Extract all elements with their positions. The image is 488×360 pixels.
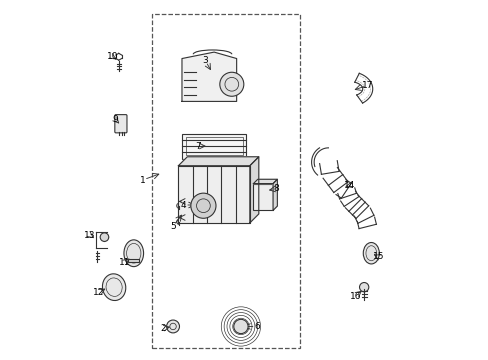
- Text: 14: 14: [344, 181, 355, 190]
- Polygon shape: [178, 166, 249, 223]
- Polygon shape: [182, 52, 236, 102]
- Text: 17: 17: [361, 81, 373, 90]
- Circle shape: [359, 283, 368, 292]
- Text: 11: 11: [119, 258, 130, 267]
- Polygon shape: [249, 157, 258, 223]
- Bar: [151, 14, 299, 348]
- Text: 3: 3: [202, 56, 208, 65]
- Ellipse shape: [102, 274, 125, 301]
- FancyBboxPatch shape: [115, 114, 127, 133]
- Text: 8: 8: [272, 184, 278, 193]
- Text: 7: 7: [195, 141, 201, 150]
- Text: 12: 12: [93, 288, 104, 297]
- Bar: [253, 184, 272, 210]
- Bar: [185, 137, 242, 155]
- Circle shape: [190, 193, 216, 218]
- Text: 13: 13: [84, 231, 96, 240]
- Circle shape: [100, 233, 108, 242]
- Text: 2: 2: [160, 324, 165, 333]
- Text: 16: 16: [349, 292, 360, 301]
- Circle shape: [220, 72, 244, 96]
- Circle shape: [166, 320, 179, 333]
- Text: 6: 6: [254, 322, 259, 331]
- Text: 15: 15: [372, 252, 384, 261]
- Text: 5: 5: [170, 222, 176, 231]
- Circle shape: [233, 319, 247, 334]
- Polygon shape: [178, 157, 258, 166]
- Bar: [182, 134, 246, 158]
- Text: 9: 9: [112, 115, 118, 124]
- Polygon shape: [272, 179, 277, 210]
- Text: 1: 1: [140, 176, 145, 185]
- Bar: [128, 259, 139, 262]
- Ellipse shape: [363, 243, 379, 264]
- Polygon shape: [253, 179, 277, 184]
- Text: 10: 10: [106, 52, 118, 61]
- Text: 4: 4: [181, 201, 186, 210]
- Ellipse shape: [123, 240, 143, 267]
